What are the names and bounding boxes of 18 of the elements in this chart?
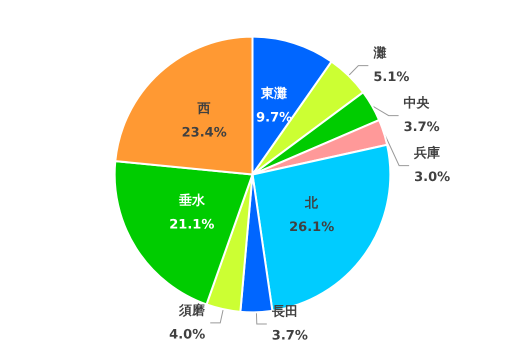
slice-label: 中央: [404, 96, 431, 112]
slice-label: 須磨: [178, 302, 206, 318]
slice-label: 長田: [270, 304, 298, 320]
slice-label: 北: [304, 196, 320, 211]
data-label: 26.1%: [289, 220, 334, 235]
data-label: 23.4%: [182, 126, 227, 141]
slice-label: 東灘: [260, 86, 288, 102]
slice-label: 兵庫: [413, 145, 440, 162]
data-label: 5.1%: [373, 70, 410, 86]
slice-label: 垂水: [178, 192, 206, 209]
data-label: 3.0%: [414, 170, 450, 186]
data-label: 4.0%: [169, 327, 206, 342]
data-label: 9.7%: [256, 110, 292, 126]
data-label: 3.7%: [272, 328, 308, 344]
data-label: 3.7%: [404, 120, 440, 136]
data-label: 21.1%: [169, 218, 214, 233]
slice-label: 西: [196, 102, 211, 117]
slice-label: 灘: [372, 46, 386, 62]
